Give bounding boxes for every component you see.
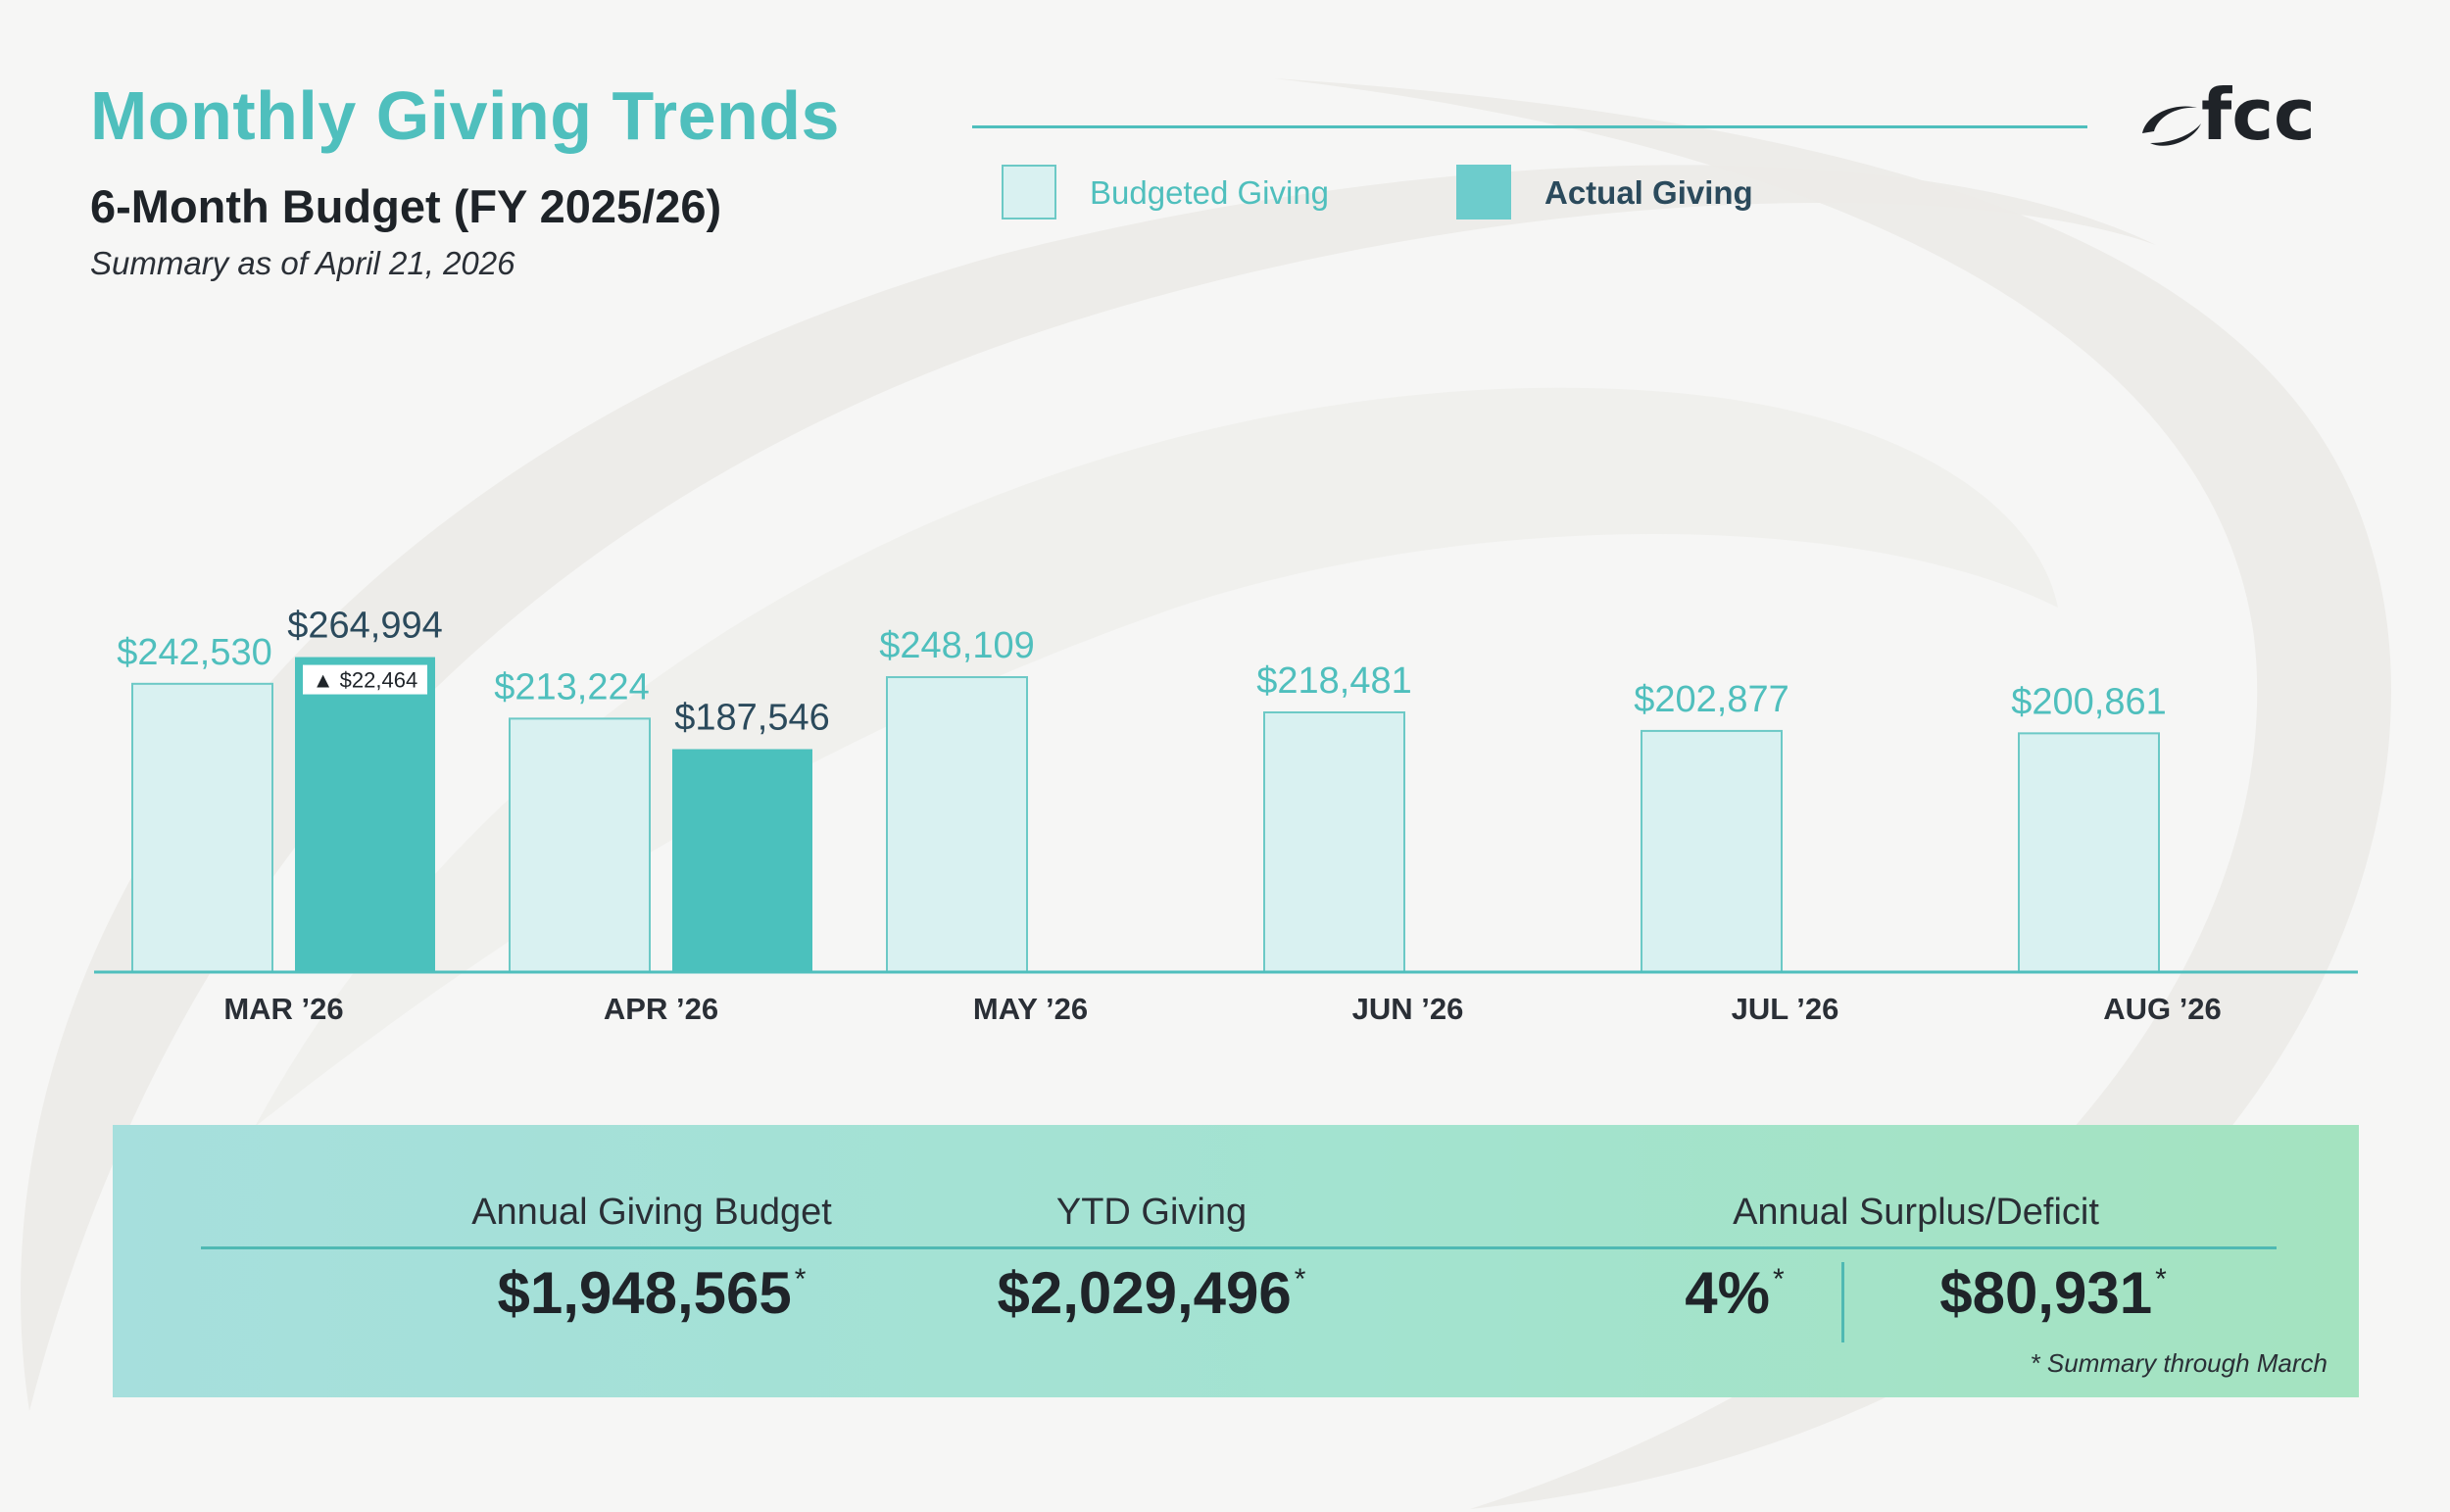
annual-budget-value: $1,948,565 * — [497, 1260, 807, 1326]
page-title: Monthly Giving Trends — [90, 77, 840, 154]
x-tick-label-aug-26: AUG ’26 — [2103, 992, 2222, 1026]
summary-footnote: * Summary through March — [2030, 1348, 2328, 1378]
bar-budget-jun-26 — [1263, 710, 1405, 973]
bar-budget-aug-26 — [2018, 732, 2160, 973]
bar-label-budget-jun-26: $218,481 — [1256, 660, 1412, 702]
ytd-giving-label: YTD Giving — [1055, 1192, 1248, 1233]
surplus-deficit-label: Annual Surplus/Deficit — [1733, 1192, 2099, 1233]
bar-label-budget-mar-26: $242,530 — [117, 632, 272, 673]
x-tick-label-may-26: MAY ’26 — [973, 992, 1088, 1026]
chart-subtitle: 6-Month Budget (FY 2025/26) — [90, 180, 722, 232]
bar-label-actual-apr-26: $187,546 — [674, 698, 830, 739]
bar-budget-may-26 — [886, 676, 1028, 973]
bar-label-budget-aug-26: $200,861 — [2011, 681, 2167, 722]
x-tick-label-mar-26: MAR ’26 — [223, 992, 343, 1026]
legend-budget-swatch — [1002, 165, 1056, 219]
ytd-giving-value: $2,029,496 * — [997, 1260, 1306, 1326]
bar-actual-mar-26 — [295, 657, 435, 972]
bar-label-budget-may-26: $248,109 — [879, 625, 1035, 666]
bar-budget-mar-26 — [131, 682, 273, 973]
bar-label-budget-jul-26: $202,877 — [1634, 679, 1789, 720]
bar-budget-jul-26 — [1641, 729, 1783, 974]
summary-panel: Annual Giving Budget YTD Giving Annual S… — [113, 1125, 2359, 1397]
annual-budget-label: Annual Giving Budget — [471, 1192, 832, 1233]
bar-budget-apr-26 — [509, 717, 651, 974]
legend-actual-swatch — [1456, 165, 1511, 219]
svg-text:fcc: fcc — [2201, 73, 2316, 156]
summary-rule — [201, 1246, 2277, 1249]
bar-label-actual-mar-26: $264,994 — [287, 606, 443, 647]
header-rule — [972, 125, 2087, 128]
x-tick-label-jul-26: JUL ’26 — [1732, 992, 1839, 1026]
x-tick-label-apr-26: APR ’26 — [604, 992, 718, 1026]
x-tick-label-jun-26: JUN ’26 — [1352, 992, 1464, 1026]
bar-label-budget-apr-26: $213,224 — [494, 666, 650, 707]
fcc-logo: fcc — [2142, 73, 2316, 156]
summary-date: Summary as of April 21, 2026 — [90, 245, 515, 281]
legend-actual-label: Actual Giving — [1544, 174, 1753, 211]
surplus-amount-value: $80,931 * — [1939, 1260, 2167, 1326]
surplus-percent-value: 4% * — [1685, 1260, 1785, 1326]
annotation-variance-mar-26: ▲ $22,464 — [313, 668, 417, 693]
giving-bar-chart: $242,530 MAR ’26 $264,994 ▲ $22,464 $213,224… — [94, 606, 2358, 1026]
summary-divider — [1841, 1262, 1844, 1342]
annotation-box-mar-26 — [303, 664, 427, 695]
legend-budget-label: Budgeted Giving — [1090, 174, 1330, 211]
bar-actual-apr-26 — [672, 749, 812, 972]
